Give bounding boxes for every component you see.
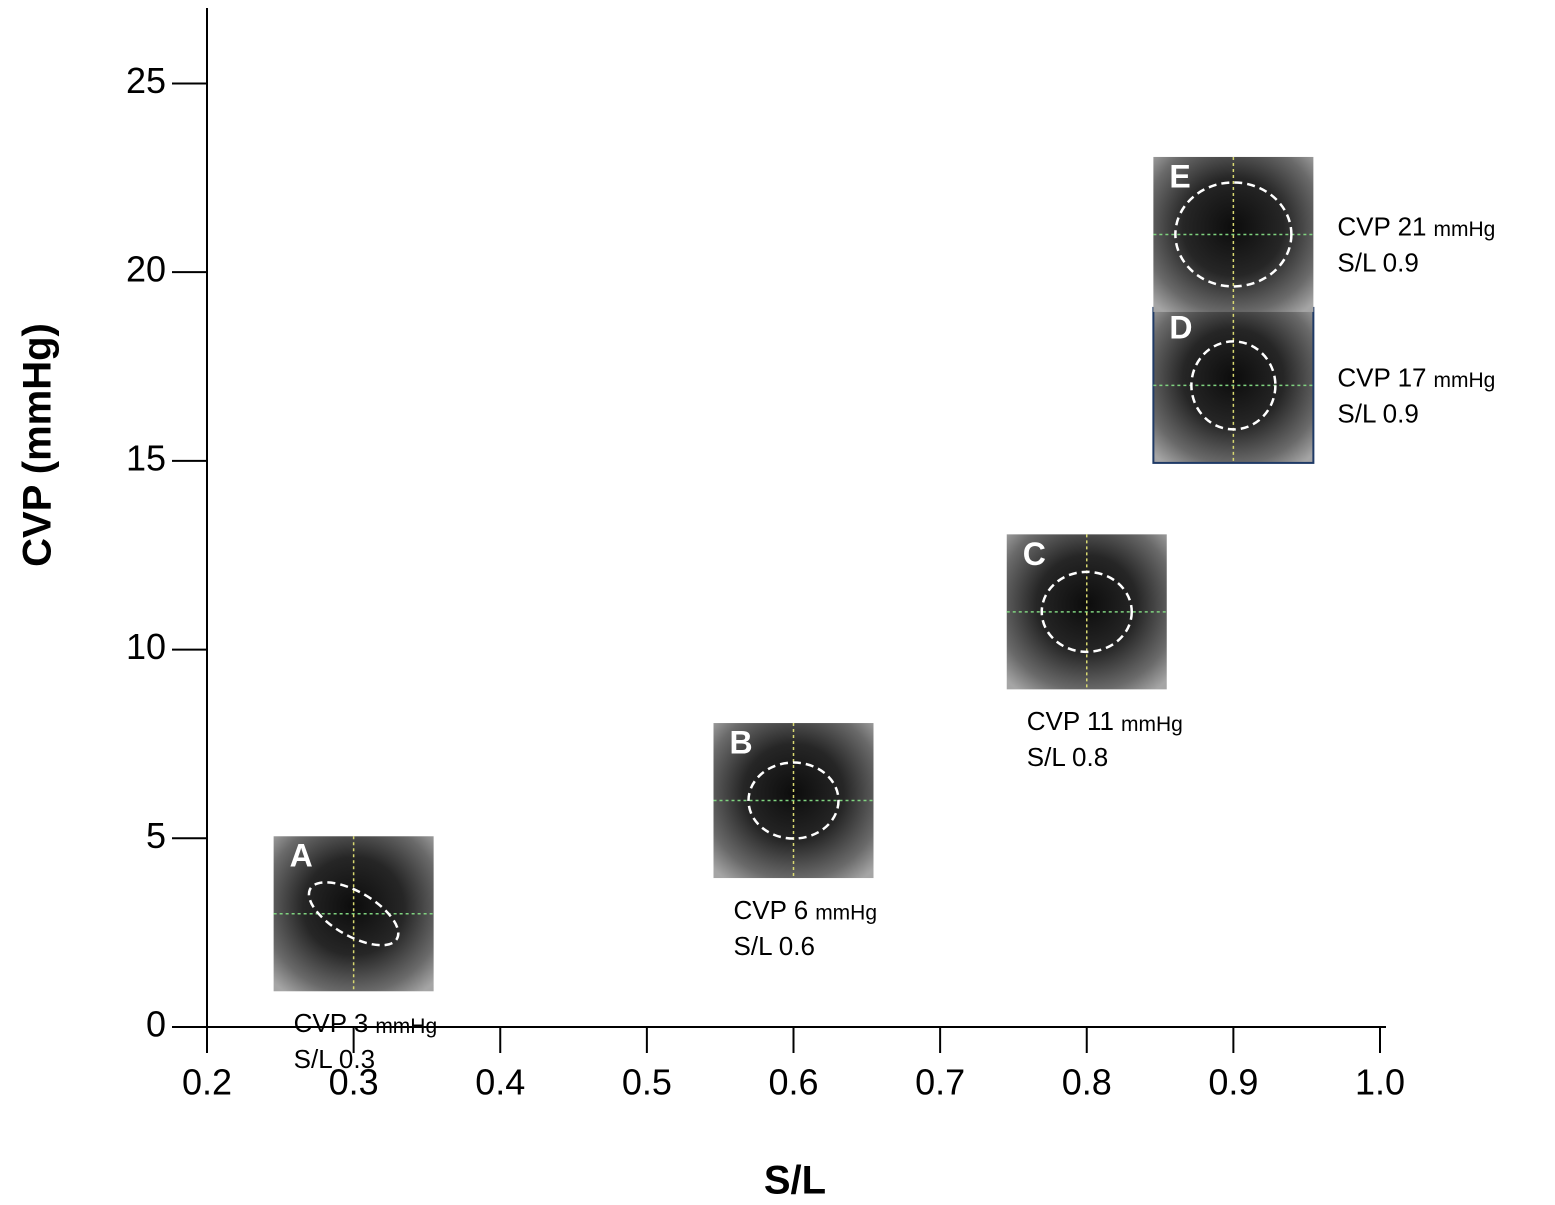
- vessel-outline: [1174, 181, 1293, 288]
- cvp-label: CVP 21: [1337, 211, 1426, 241]
- cvp-label: CVP 11: [1027, 706, 1114, 736]
- cvp-label: CVP 6: [734, 895, 809, 925]
- sl-label: S/L 0.6: [734, 931, 815, 961]
- x-tick-label: 0.2: [182, 1062, 232, 1103]
- y-tick-label: 15: [126, 437, 166, 478]
- ultrasound-panel: D: [1152, 306, 1315, 464]
- sl-label: S/L 0.9: [1337, 247, 1418, 277]
- x-tick-label: 0.6: [768, 1062, 818, 1103]
- unit-label: mmHg: [815, 902, 877, 925]
- x-tick-label: 0.8: [1062, 1062, 1112, 1103]
- y-tick-label: 5: [146, 815, 166, 856]
- unit-label: mmHg: [1434, 369, 1496, 392]
- vessel-outline: [1190, 340, 1277, 431]
- cvp-label: CVP 17: [1337, 362, 1426, 392]
- panel-letter: E: [1169, 158, 1190, 194]
- x-tick-label: 1.0: [1355, 1062, 1405, 1103]
- ultrasound-panel: B: [713, 723, 874, 879]
- x-tick-label: 0.9: [1208, 1062, 1258, 1103]
- ultrasound-panel: C: [1006, 534, 1167, 690]
- vessel-outline: [307, 881, 400, 947]
- panel-letter: C: [1023, 536, 1046, 572]
- y-tick-label: 20: [126, 249, 166, 290]
- y-tick-label: 0: [146, 1004, 166, 1045]
- y-tick-label: 10: [126, 626, 166, 667]
- sl-label: S/L 0.3: [294, 1044, 375, 1074]
- panel-letter: B: [730, 725, 753, 761]
- x-axis-title: S/L: [764, 1159, 826, 1203]
- x-tick-label: 0.5: [622, 1062, 672, 1103]
- panel-letter: D: [1169, 309, 1192, 345]
- sl-label: S/L 0.9: [1337, 398, 1418, 428]
- x-tick-label: 0.7: [915, 1062, 965, 1103]
- y-tick-label: 25: [126, 60, 166, 101]
- ultrasound-panel: E: [1153, 156, 1314, 312]
- y-axis-title: CVP (mmHg): [16, 323, 60, 567]
- panel-letter: A: [290, 838, 313, 874]
- vessel-outline: [747, 761, 840, 840]
- sl-label: S/L 0.8: [1027, 742, 1108, 772]
- unit-label: mmHg: [375, 1015, 437, 1038]
- x-tick-label: 0.4: [475, 1062, 525, 1103]
- x-tick-label: 0.3: [329, 1062, 379, 1103]
- vessel-outline: [1040, 570, 1133, 654]
- unit-label: mmHg: [1121, 713, 1183, 736]
- ultrasound-panel: A: [273, 836, 434, 992]
- unit-label: mmHg: [1434, 218, 1496, 241]
- cvp-label: CVP 3: [294, 1008, 369, 1038]
